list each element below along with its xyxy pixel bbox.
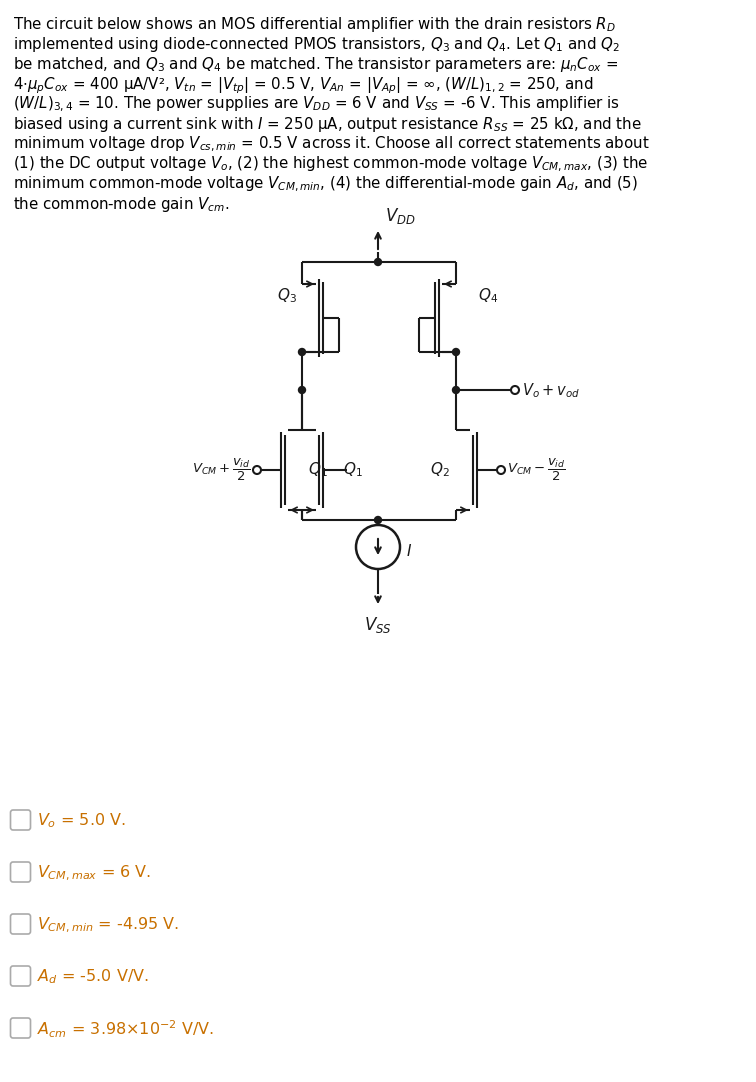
- Text: $V_o + v_{od}$: $V_o + v_{od}$: [522, 382, 580, 400]
- Circle shape: [299, 386, 305, 394]
- Circle shape: [299, 348, 305, 356]
- Text: 4$\cdot\mu_pC_{ox}$ = 400 μA/V², $V_{tn}$ = |$V_{tp}$| = 0.5 V, $V_{An}$ = |$V_{: 4$\cdot\mu_pC_{ox}$ = 400 μA/V², $V_{tn}…: [13, 75, 593, 95]
- Text: (1) the DC output voltage $V_o$, (2) the highest common-mode voltage $V_{CM,max}: (1) the DC output voltage $V_o$, (2) the…: [13, 155, 648, 174]
- Text: $Q_4$: $Q_4$: [478, 287, 498, 305]
- Text: $V_{DD}$: $V_{DD}$: [385, 206, 416, 226]
- FancyBboxPatch shape: [11, 1018, 30, 1038]
- Text: The circuit below shows an MOS differential amplifier with the drain resistors $: The circuit below shows an MOS different…: [13, 15, 616, 34]
- Text: minimum voltage drop $V_{cs,min}$ = 0.5 V across it. Choose all correct statemen: minimum voltage drop $V_{cs,min}$ = 0.5 …: [13, 135, 649, 155]
- Circle shape: [453, 348, 460, 356]
- Text: $A_{cm}$ = 3.98×10$^{-2}$ V/V.: $A_{cm}$ = 3.98×10$^{-2}$ V/V.: [37, 1018, 214, 1040]
- Text: $I$: $I$: [406, 543, 412, 559]
- Text: $Q_1$: $Q_1$: [308, 461, 327, 479]
- Text: implemented using diode-connected PMOS transistors, $Q_3$ and $Q_4$. Let $Q_1$ a: implemented using diode-connected PMOS t…: [13, 35, 620, 54]
- Text: $Q_1$: $Q_1$: [343, 461, 363, 479]
- Text: $(W/L)_{3,4}$ = 10. The power supplies are $V_{DD}$ = 6 V and $V_{SS}$ = -6 V. T: $(W/L)_{3,4}$ = 10. The power supplies a…: [13, 95, 620, 115]
- Text: $V_{CM} - \dfrac{v_{id}}{2}$: $V_{CM} - \dfrac{v_{id}}{2}$: [507, 457, 565, 483]
- Text: biased using a current sink with $I$ = 250 μA, output resistance $R_{SS}$ = 25 k: biased using a current sink with $I$ = 2…: [13, 115, 642, 134]
- FancyBboxPatch shape: [11, 810, 30, 830]
- FancyBboxPatch shape: [11, 862, 30, 882]
- Text: $Q_3$: $Q_3$: [277, 287, 297, 305]
- Circle shape: [374, 259, 382, 265]
- Text: $Q_2$: $Q_2$: [430, 461, 450, 479]
- Text: $V_{SS}$: $V_{SS}$: [364, 615, 392, 635]
- Circle shape: [453, 386, 460, 394]
- Circle shape: [374, 516, 382, 524]
- Text: the common-mode gain $V_{cm}$.: the common-mode gain $V_{cm}$.: [13, 195, 229, 214]
- Text: $V_{CM,min}$ = -4.95 V.: $V_{CM,min}$ = -4.95 V.: [37, 915, 179, 935]
- Text: $V_o$ = 5.0 V.: $V_o$ = 5.0 V.: [37, 812, 125, 830]
- Text: $V_{CM,max}$ = 6 V.: $V_{CM,max}$ = 6 V.: [37, 863, 151, 883]
- Text: $A_d$ = -5.0 V/V.: $A_d$ = -5.0 V/V.: [37, 967, 149, 987]
- Text: minimum common-mode voltage $V_{CM,min}$, (4) the differential-mode gain $A_d$, : minimum common-mode voltage $V_{CM,min}$…: [13, 175, 638, 195]
- FancyBboxPatch shape: [11, 914, 30, 934]
- FancyBboxPatch shape: [11, 966, 30, 986]
- Text: $V_{CM} + \dfrac{v_{id}}{2}$: $V_{CM} + \dfrac{v_{id}}{2}$: [192, 457, 251, 483]
- Text: be matched, and $Q_3$ and $Q_4$ be matched. The transistor parameters are: $\mu_: be matched, and $Q_3$ and $Q_4$ be match…: [13, 55, 618, 74]
